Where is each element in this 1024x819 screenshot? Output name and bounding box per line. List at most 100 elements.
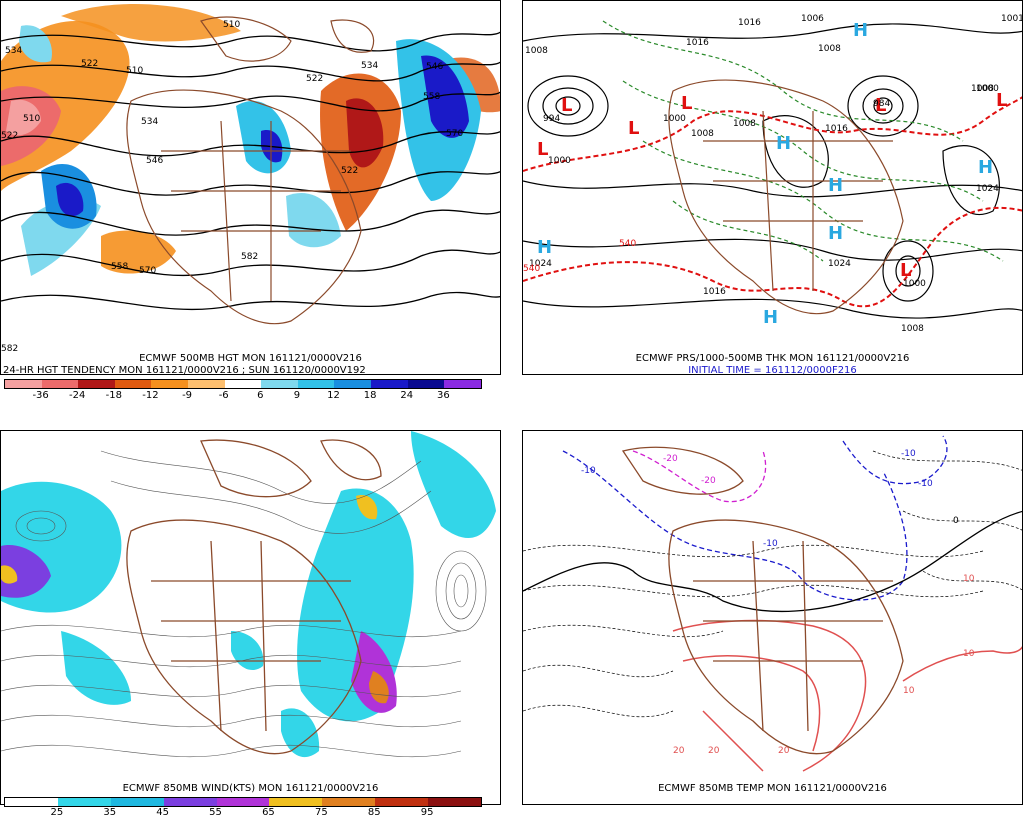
low-pressure-marker: L — [996, 90, 1007, 111]
high-pressure-marker: H — [828, 175, 843, 196]
contour-label: 534 — [361, 61, 378, 71]
colorbar-label: 9 — [293, 390, 301, 401]
colorbar-swatch — [261, 380, 298, 388]
isotherm-label: -10 — [918, 479, 933, 489]
isobars — [523, 23, 1022, 319]
panel-500mb-height: 534 522 510 510 534 522 534 546 510 522 … — [0, 0, 501, 375]
panel-caption: 24-HR HGT TENDENCY MON 161121/0000V216 ;… — [3, 365, 366, 375]
colorbar-label: -24 — [69, 390, 86, 401]
colorbar-swatch — [269, 798, 323, 806]
isobar-label: 1008 — [901, 324, 924, 334]
isobar-label: 1016 — [825, 124, 848, 134]
contour-label: 522 — [1, 131, 18, 141]
isobar-label: 1000 — [903, 279, 926, 289]
isobar-label: 1000 — [548, 156, 571, 166]
colorbar-swatch — [41, 380, 79, 388]
tendency-colorbar — [4, 379, 482, 389]
colorbar-swatch — [371, 380, 408, 388]
colorbar-label: 36 — [437, 390, 450, 401]
isobar-label: 1016 — [738, 18, 761, 28]
high-markers: H H H H H H H — [537, 20, 993, 328]
contour-label: 546 — [426, 62, 443, 72]
colorbar-swatch — [224, 380, 262, 388]
isotherm-label: -10 — [901, 449, 916, 459]
isobar-label: 1008 — [525, 46, 548, 56]
colorbar-swatch — [163, 798, 217, 806]
contour-label: 570 — [446, 129, 463, 139]
colorbar-label: -18 — [105, 390, 123, 401]
high-pressure-marker: H — [853, 20, 868, 41]
high-pressure-marker: H — [776, 133, 791, 154]
contour-label: 510 — [126, 66, 143, 76]
warm-isotherms — [672, 619, 1022, 772]
warm-temp-labels: 10 10 10 20 20 20 — [673, 574, 975, 756]
contour-label: 510 — [223, 20, 240, 30]
cold-isotherms — [562, 435, 948, 601]
colorbar-label: 45 — [156, 807, 170, 818]
colorbar-label: 55 — [209, 807, 222, 818]
panel-caption-initial-time: INITIAL TIME = 161112/0000F216 — [688, 365, 857, 375]
isotherm-label: -20 — [663, 454, 678, 464]
colorbar-label: 85 — [367, 807, 381, 818]
colorbar-swatch — [216, 798, 270, 806]
colorbar-swatch — [5, 380, 42, 388]
wind-colorbar — [4, 797, 482, 807]
contour-label: 522 — [81, 59, 98, 69]
low-pressure-marker: L — [875, 95, 886, 116]
low-pressure-marker: L — [628, 118, 639, 139]
high-pressure-marker: H — [537, 237, 552, 258]
height-contours — [1, 31, 500, 311]
colorbar-swatch — [151, 380, 189, 388]
colorbar-label: -12 — [142, 390, 159, 401]
panel-850mb-wind: ECMWF 850MB WIND(KTS) MON 161121/0000V21… — [0, 430, 501, 805]
isobar-label: 1008 — [691, 129, 714, 139]
isobar-label: 1016 — [686, 38, 709, 48]
panel-caption: ECMWF PRS/1000-500MB THK MON 161121/0000… — [635, 353, 910, 364]
colorbar-swatch — [407, 380, 445, 388]
contour-label: 558 — [423, 92, 440, 102]
high-pressure-marker: H — [978, 157, 993, 178]
colorbar-swatch — [57, 798, 111, 806]
colorbar-label: 12 — [327, 390, 340, 401]
isotherm-label: 20 — [673, 746, 685, 756]
land-outlines — [668, 79, 904, 315]
colorbar-label: 24 — [400, 390, 414, 401]
colorbar-label: 65 — [262, 807, 275, 818]
low-pressure-marker: L — [900, 260, 911, 281]
colorbar-label: -9 — [182, 390, 193, 401]
map-850mb-wind — [1, 431, 496, 758]
isobar-label: 994 — [543, 114, 560, 124]
panel-caption: ECMWF 850MB TEMP MON 161121/0000V216 — [658, 783, 887, 794]
contour-label: 570 — [139, 266, 156, 276]
low-pressure-marker: L — [681, 93, 692, 114]
contour-label: 582 — [241, 252, 258, 262]
very-cold-isotherms — [632, 450, 767, 503]
colorbar-label: 6 — [257, 390, 264, 401]
isotherm-label: 10 — [903, 686, 915, 696]
colorbar-swatch — [428, 798, 481, 806]
zero-isotherm — [523, 510, 1022, 613]
panel-850mb-temp: -10 -10 -10 -10 -20 -20 0 10 10 10 20 20… — [522, 430, 1023, 805]
isotherm-label: 20 — [708, 746, 720, 756]
isotherm-label: -10 — [581, 466, 596, 476]
contour-label: 522 — [341, 166, 358, 176]
isobar-label: 1001 — [1001, 14, 1023, 24]
land-outlines — [126, 439, 382, 755]
contour-label: 534 — [141, 117, 158, 127]
colorbar-label: 95 — [420, 807, 434, 818]
isotherms — [523, 450, 1022, 718]
isobar-label: 1008 — [733, 119, 756, 129]
contour-label: 558 — [111, 262, 128, 272]
isobar-label: 1006 — [801, 14, 824, 24]
land-outlines — [621, 446, 904, 755]
streamlines — [1, 450, 487, 758]
isobar-label: 1008 — [971, 84, 994, 94]
colorbar-swatch — [188, 380, 225, 388]
contour-label: 582 — [1, 344, 18, 351]
map-850mb-temp: -10 -10 -10 -10 -20 -20 0 10 10 10 20 20… — [523, 435, 1022, 772]
isobar-label: 1000 — [663, 114, 686, 124]
isobar-label: 1016 — [703, 287, 726, 297]
colorbar-swatch — [78, 380, 115, 388]
contour-label: 534 — [5, 46, 22, 56]
colorbar-swatch — [297, 380, 335, 388]
